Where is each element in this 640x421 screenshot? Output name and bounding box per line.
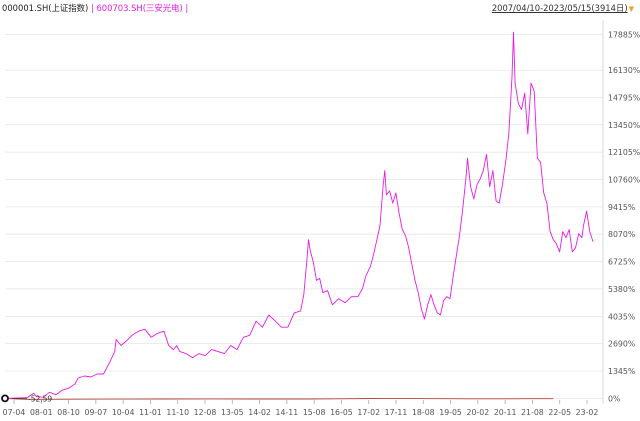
legend-series-stock[interactable]: 600703.SH(三安光电) [96, 3, 183, 13]
y-tick-label: 17885% [608, 31, 640, 40]
x-tick-label: 07-04 [3, 408, 26, 417]
x-tick-label: 09-07 [85, 408, 108, 417]
y-tick-label: 1345% [608, 367, 635, 376]
series-line-stock [4, 31, 594, 399]
series-lines [4, 31, 594, 400]
y-tick-label: 12105% [608, 148, 640, 157]
start-marker [1, 394, 9, 403]
x-tick-label: 23-02 [576, 408, 599, 417]
x-tick-label: 21-08 [521, 408, 544, 417]
x-tick-label: 15-08 [303, 408, 326, 417]
y-tick-label: 5380% [608, 285, 635, 294]
x-tick-label: 20-02 [467, 408, 490, 417]
x-tick-label: 08-01 [30, 408, 53, 417]
y-tick-label: 10760% [608, 175, 640, 184]
date-range-text[interactable]: 2007/04/10-2023/05/15(3914日) [491, 3, 628, 13]
series-line-index [4, 397, 554, 400]
x-tick-label: 19-05 [439, 408, 462, 417]
y-tick-label: 16130% [608, 66, 640, 75]
x-tick-label: 20-11 [494, 408, 517, 417]
x-tick-label: 22-05 [548, 408, 571, 417]
legend-separator-end: | [185, 3, 189, 13]
x-tick-label: 11-01 [139, 408, 162, 417]
y-tick-label: 2690% [608, 340, 635, 349]
start-annotation: -52.59 [1, 394, 52, 403]
x-tick-label: 08-10 [57, 408, 80, 417]
y-tick-label: 6725% [608, 258, 635, 267]
x-tick-label: 14-11 [276, 408, 299, 417]
x-tick-label: 11-10 [166, 408, 189, 417]
y-tick-label: 8070% [608, 230, 635, 239]
x-axis-ticks: 07-04 08-01 08-10 09-07 10-04 11-01 11-10 12-08… [3, 400, 599, 417]
start-value-label: -52.59 [28, 394, 52, 403]
x-tick-label: 17-02 [357, 408, 380, 417]
x-tick-label: 17-11 [385, 408, 408, 417]
y-axis-ticks: 17885% 16130% 14795% 13450% 12105% 10760% 9415… [608, 31, 640, 404]
y-tick-label: 14795% [608, 93, 640, 102]
x-tick-label: 16-05 [330, 408, 353, 417]
grid-lines [5, 34, 603, 399]
y-tick-label: 4035% [608, 312, 635, 321]
x-tick-label: 14-02 [248, 408, 271, 417]
y-tick-label: 9415% [608, 203, 635, 212]
x-tick-label: 18-08 [412, 408, 435, 417]
y-tick-label: 0% [608, 394, 620, 403]
legend-series-index[interactable]: 000001.SH(上证指数) [2, 3, 89, 13]
series-legend: 000001.SH(上证指数) | 600703.SH(三安光电) | [2, 1, 188, 15]
x-tick-label: 10-04 [112, 408, 135, 417]
legend-separator: | [90, 3, 94, 13]
x-tick-label: 13-05 [221, 408, 244, 417]
y-tick-label: 13450% [608, 121, 640, 130]
x-tick-label: 12-08 [194, 408, 217, 417]
dropdown-triangle-icon[interactable]: ▼ [628, 5, 634, 13]
date-range-selector[interactable]: 2007/04/10-2023/05/15(3914日)▼ [492, 1, 634, 15]
